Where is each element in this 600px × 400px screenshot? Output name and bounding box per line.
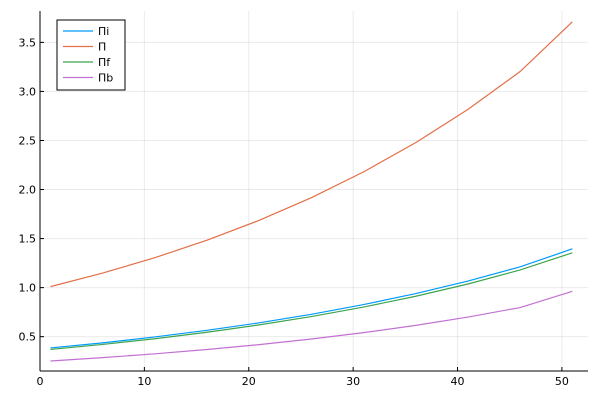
series-line-4 (50, 290, 573, 362)
x-tick-label: 0 (37, 375, 44, 388)
legend-label-1: Πi (98, 25, 109, 38)
x-tick-label: 30 (346, 375, 360, 388)
y-tick-label: 3.0 (19, 85, 37, 98)
y-tick-label: 2.5 (19, 134, 37, 147)
legend-label-2: Π (98, 41, 106, 54)
y-tick-label: 1.0 (19, 282, 37, 295)
x-tick-label: 50 (555, 375, 569, 388)
y-tick-label: 1.5 (19, 233, 37, 246)
x-tick-label: 40 (451, 375, 465, 388)
x-tick-label: 20 (242, 375, 256, 388)
grid (39, 11, 588, 371)
legend-label-3: Πf (98, 56, 111, 69)
series-lines (50, 21, 573, 362)
legend-box (56, 19, 126, 91)
series-line-3 (50, 252, 573, 351)
axes: 0 10 20 30 40 50 0.5 1.0 1.5 2.0 2.5 3.0 3.5 (19, 11, 588, 388)
y-tick-label: 3.5 (19, 36, 37, 49)
y-tick-label: 0.5 (19, 331, 37, 344)
legend-label-4: Πb (98, 72, 113, 85)
x-tick-label: 10 (137, 375, 151, 388)
legend: Πi Π Πf Πb (56, 19, 126, 91)
y-tick-label: 2.0 (19, 184, 37, 197)
series-line-1 (50, 248, 573, 349)
series-line-2 (50, 21, 573, 288)
